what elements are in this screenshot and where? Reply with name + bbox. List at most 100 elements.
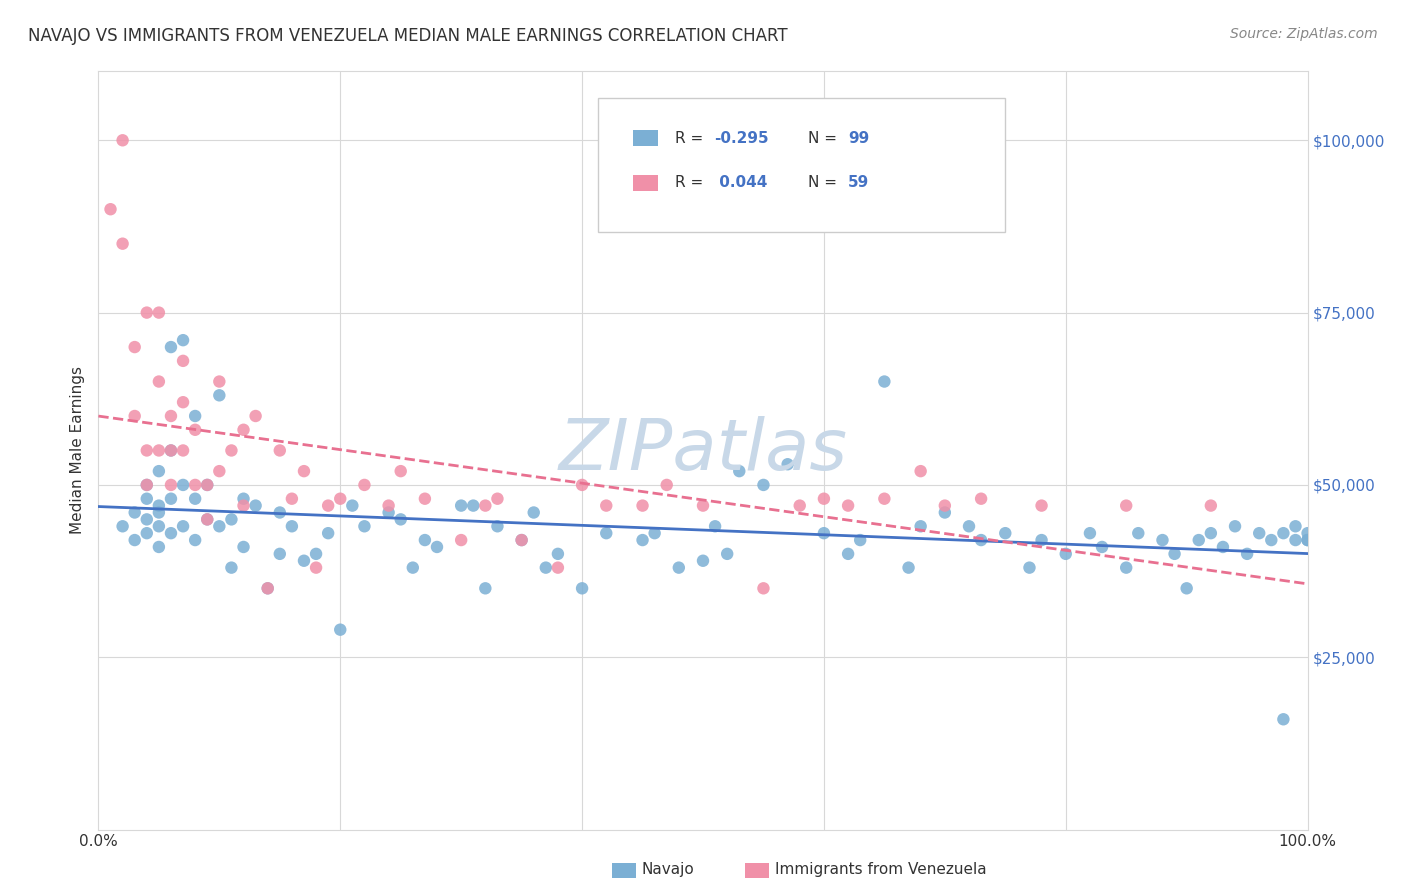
Navajo <box>595 526 617 541</box>
Navajo <box>957 519 980 533</box>
Immigrants from Venezuela <box>292 464 315 478</box>
Navajo <box>148 464 170 478</box>
Text: 99: 99 <box>848 131 869 145</box>
Immigrants from Venezuela <box>100 202 122 217</box>
Immigrants from Venezuela <box>305 560 328 574</box>
Navajo <box>184 533 207 547</box>
Navajo <box>1115 560 1137 574</box>
Immigrants from Venezuela <box>1115 499 1137 513</box>
Immigrants from Venezuela <box>510 533 533 547</box>
Immigrants from Venezuela <box>547 560 569 574</box>
Navajo <box>184 491 207 506</box>
Immigrants from Venezuela <box>655 478 678 492</box>
Navajo <box>413 533 436 547</box>
Navajo <box>1223 519 1246 533</box>
Navajo <box>571 582 593 596</box>
Navajo <box>245 499 267 513</box>
Navajo <box>389 512 412 526</box>
Navajo <box>728 464 751 478</box>
Navajo <box>897 560 920 574</box>
Immigrants from Venezuela <box>329 491 352 506</box>
Text: NAVAJO VS IMMIGRANTS FROM VENEZUELA MEDIAN MALE EARNINGS CORRELATION CHART: NAVAJO VS IMMIGRANTS FROM VENEZUELA MEDI… <box>28 27 787 45</box>
Navajo <box>184 409 207 423</box>
Navajo <box>1272 712 1295 726</box>
Navajo <box>776 457 799 471</box>
Immigrants from Venezuela <box>172 395 194 409</box>
Navajo <box>644 526 666 541</box>
Navajo <box>135 478 157 492</box>
Text: Source: ZipAtlas.com: Source: ZipAtlas.com <box>1230 27 1378 41</box>
Immigrants from Venezuela <box>195 512 218 526</box>
Navajo <box>160 526 183 541</box>
Navajo <box>124 533 146 547</box>
Navajo <box>1199 526 1222 541</box>
Navajo <box>970 533 993 547</box>
Navajo <box>631 533 654 547</box>
Immigrants from Venezuela <box>160 409 183 423</box>
Immigrants from Venezuela <box>256 582 278 596</box>
Immigrants from Venezuela <box>135 478 157 492</box>
Immigrants from Venezuela <box>474 499 496 513</box>
Navajo <box>148 499 170 513</box>
Navajo <box>195 512 218 526</box>
Navajo <box>160 491 183 506</box>
Immigrants from Venezuela <box>813 491 835 506</box>
Navajo <box>172 478 194 492</box>
Immigrants from Venezuela <box>377 499 399 513</box>
Immigrants from Venezuela <box>934 499 956 513</box>
Navajo <box>1249 526 1271 541</box>
Navajo <box>1018 560 1040 574</box>
Text: ZIPatlas: ZIPatlas <box>558 416 848 485</box>
Text: N =: N = <box>808 176 842 190</box>
Immigrants from Venezuela <box>172 443 194 458</box>
Immigrants from Venezuela <box>208 375 231 389</box>
Navajo <box>292 554 315 568</box>
Navajo <box>450 499 472 513</box>
Immigrants from Venezuela <box>124 340 146 354</box>
Navajo <box>486 519 509 533</box>
Immigrants from Venezuela <box>752 582 775 596</box>
Navajo <box>1296 533 1319 547</box>
Navajo <box>1054 547 1077 561</box>
Navajo <box>1175 582 1198 596</box>
Navajo <box>353 519 375 533</box>
Navajo <box>208 519 231 533</box>
Navajo <box>221 560 243 574</box>
Immigrants from Venezuela <box>970 491 993 506</box>
Navajo <box>463 499 485 513</box>
Text: -0.295: -0.295 <box>714 131 769 145</box>
Immigrants from Venezuela <box>316 499 339 513</box>
Immigrants from Venezuela <box>160 478 183 492</box>
Navajo <box>377 506 399 520</box>
Navajo <box>269 506 291 520</box>
Navajo <box>813 526 835 541</box>
Navajo <box>111 519 134 533</box>
Text: Immigrants from Venezuela: Immigrants from Venezuela <box>775 863 987 877</box>
Navajo <box>1212 540 1234 554</box>
Navajo <box>837 547 859 561</box>
Immigrants from Venezuela <box>281 491 304 506</box>
Navajo <box>510 533 533 547</box>
Navajo <box>124 506 146 520</box>
Navajo <box>135 491 157 506</box>
Immigrants from Venezuela <box>595 499 617 513</box>
Immigrants from Venezuela <box>1031 499 1053 513</box>
Immigrants from Venezuela <box>148 305 170 319</box>
Immigrants from Venezuela <box>148 443 170 458</box>
Navajo <box>316 526 339 541</box>
Navajo <box>426 540 449 554</box>
Immigrants from Venezuela <box>631 499 654 513</box>
Navajo <box>547 547 569 561</box>
Navajo <box>281 519 304 533</box>
Navajo <box>208 388 231 402</box>
Immigrants from Venezuela <box>195 478 218 492</box>
Navajo <box>221 512 243 526</box>
Immigrants from Venezuela <box>135 305 157 319</box>
Immigrants from Venezuela <box>837 499 859 513</box>
Navajo <box>148 519 170 533</box>
Immigrants from Venezuela <box>208 464 231 478</box>
Navajo <box>148 506 170 520</box>
Navajo <box>1296 526 1319 541</box>
Immigrants from Venezuela <box>184 423 207 437</box>
Immigrants from Venezuela <box>450 533 472 547</box>
